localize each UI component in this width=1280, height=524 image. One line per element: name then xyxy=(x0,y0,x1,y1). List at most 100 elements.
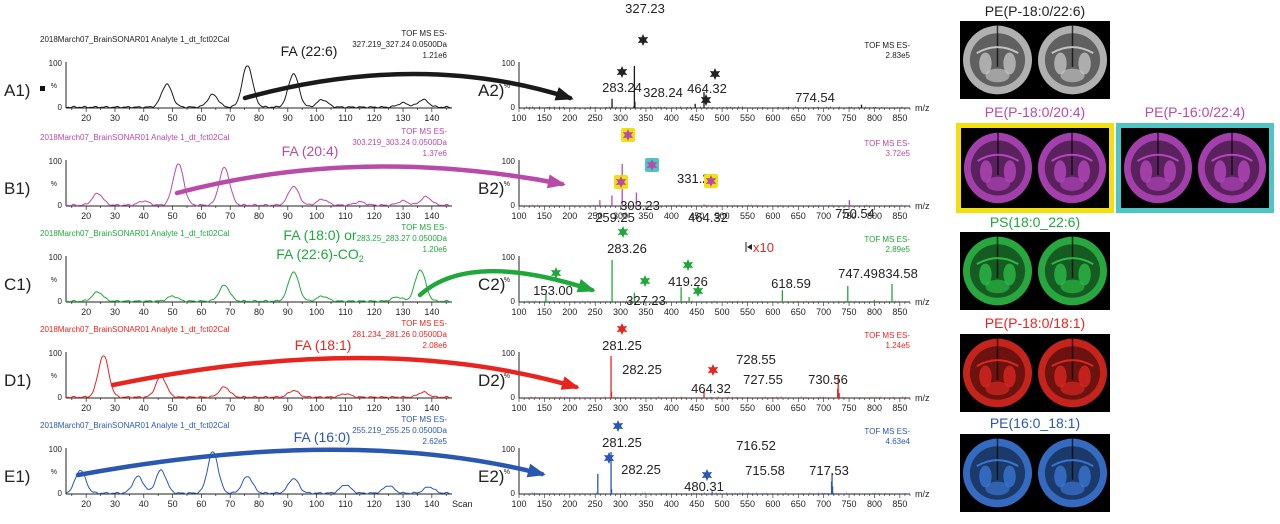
chrom-x-tick: 60 xyxy=(196,403,206,413)
brain-region xyxy=(1078,263,1091,286)
brain-image xyxy=(960,21,1110,99)
peak-label: 730.56 xyxy=(808,372,848,387)
max-intensity: 2.62e5 xyxy=(423,437,448,446)
chrom-x-tick: 100 xyxy=(309,211,324,221)
brain-region xyxy=(1003,52,1016,75)
spectrum-x-tick: 350 xyxy=(638,403,653,413)
spectrum-max-intensity: 3.72e5 xyxy=(886,149,911,158)
fa-label: FA (22:6)-CO2 xyxy=(276,246,363,264)
chrom-x-tick: 70 xyxy=(225,211,235,221)
chrom-x-tick: 130 xyxy=(396,113,411,123)
arrow-head xyxy=(560,376,580,390)
chrom-x-tick: 140 xyxy=(424,307,439,317)
chrom-x-tick: 120 xyxy=(367,113,382,123)
chrom-y-unit: % xyxy=(51,469,57,476)
spectrum-y-tick: 100 xyxy=(502,253,516,262)
spectrum-x-tick: 700 xyxy=(816,113,831,123)
chromatogram-trace xyxy=(65,269,451,303)
brain-region xyxy=(1003,263,1016,286)
arrow-head xyxy=(554,87,574,101)
brain-region xyxy=(1078,465,1091,488)
peak-label: 618.59 xyxy=(771,276,811,291)
fa-label: FA (22:6) xyxy=(281,43,338,59)
spectrum-x-tick: 800 xyxy=(867,211,882,221)
spectrum-x-tick: 100 xyxy=(511,499,526,509)
spectrum-x-tick: 850 xyxy=(892,403,907,413)
spectrum-x-tick: 550 xyxy=(740,307,755,317)
peak-label: 281.25 xyxy=(602,338,642,353)
spectrum-x-tick: 600 xyxy=(765,113,780,123)
chrom-panel-label: D1) xyxy=(4,371,31,390)
spectrum-x-tick: 800 xyxy=(867,307,882,317)
chrom-y-tick: 0 xyxy=(58,489,63,498)
marker-star xyxy=(612,420,624,432)
mass-window: 303.219_303.24 0.0500Da xyxy=(352,138,447,147)
marker-star xyxy=(617,226,629,238)
figure-canvas: A1) A2) 2018March07_BrainSONAR01 Analyte 1… xyxy=(4,1,930,509)
brain-sections xyxy=(963,438,1107,508)
spectrum-x-tick: 250 xyxy=(588,211,603,221)
brain-region xyxy=(1054,52,1067,75)
brain-cortex-band xyxy=(1051,257,1094,266)
peak-label: 750.54 xyxy=(835,206,875,221)
marker-star xyxy=(637,34,649,46)
chrom-y-unit: % xyxy=(51,277,57,284)
brain-cortex-band xyxy=(976,459,1019,468)
fa-label: FA (18:0) or xyxy=(283,227,356,243)
image-label: PE(16:0_18:1) xyxy=(989,415,1081,431)
spectrum-x-tick: 750 xyxy=(842,307,857,317)
peak-label: 281.25 xyxy=(602,435,642,450)
spectrum-x-tick: 200 xyxy=(562,499,577,509)
spectrum-x-tick: 500 xyxy=(715,211,730,221)
spectrum-x-tick: 800 xyxy=(867,403,882,413)
chrom-panel-label: A1) xyxy=(4,81,30,100)
brain-cortex-band xyxy=(1051,153,1093,162)
spectrum-y-tick: 0 xyxy=(511,489,516,498)
brain-cortex-band xyxy=(977,153,1019,162)
peak-label: 747.49 xyxy=(838,266,878,281)
chrom-x-tick: 100 xyxy=(309,307,324,317)
brain-region xyxy=(1060,481,1085,496)
spectrum-x-tick: 350 xyxy=(638,211,653,221)
spectrum-y-tick: 100 xyxy=(502,445,516,454)
brain-region xyxy=(985,279,1010,294)
chrom-x-tick: 60 xyxy=(196,499,206,509)
fa-label: FA (20:4) xyxy=(282,143,339,159)
brain-region xyxy=(1060,381,1085,396)
chrom-x-tick: 40 xyxy=(139,113,149,123)
brain-region xyxy=(1054,263,1067,286)
chrom-x-tick: 70 xyxy=(225,403,235,413)
chrom-x-tick: 40 xyxy=(139,499,149,509)
chrom-x-tick: 30 xyxy=(110,499,120,509)
brain-cortex-band xyxy=(1051,459,1094,468)
chrom-x-tick: 100 xyxy=(309,403,324,413)
peak-label: 717.53 xyxy=(809,463,849,478)
peak-label: 715.58 xyxy=(745,463,785,478)
marker-star xyxy=(707,364,719,376)
spectrum-x-tick: 150 xyxy=(537,499,552,509)
image-label: PE(P-18:0/20:4) xyxy=(984,104,1086,120)
spectrum-x-tick: 150 xyxy=(537,211,552,221)
chromatogram-title: 2018March07_BrainSONAR01 Analyte 1_dt_fc… xyxy=(40,421,230,430)
max-intensity: 2.08e6 xyxy=(423,341,448,350)
chrom-panel-label: E1) xyxy=(4,467,30,486)
spectrum-y-tick: 100 xyxy=(502,157,516,166)
chrom-y-tick: 100 xyxy=(49,349,63,358)
chrom-y-tick: 0 xyxy=(58,103,63,112)
chrom-x-tick: 50 xyxy=(168,403,178,413)
brain-image xyxy=(960,334,1110,412)
chrom-y-tick: 100 xyxy=(49,157,63,166)
spectrum-ms-mode: TOF MS ES- xyxy=(864,331,910,340)
chrom-x-tick: 20 xyxy=(81,499,91,509)
spectrum-x-tick: 100 xyxy=(511,403,526,413)
spectrum-y-unit: % xyxy=(504,277,510,284)
spectrum-x-tick: 200 xyxy=(562,307,577,317)
peak-label: 259.25 xyxy=(595,210,635,225)
marker-star xyxy=(603,452,615,464)
chrom-y-tick: 0 xyxy=(58,393,63,402)
arrow-head xyxy=(546,174,566,189)
brain-image xyxy=(960,232,1110,310)
spectrum-x-tick: 200 xyxy=(562,211,577,221)
spectrum-max-intensity: 1.24e5 xyxy=(886,341,911,350)
spectrum-x-tick: 300 xyxy=(613,211,628,221)
